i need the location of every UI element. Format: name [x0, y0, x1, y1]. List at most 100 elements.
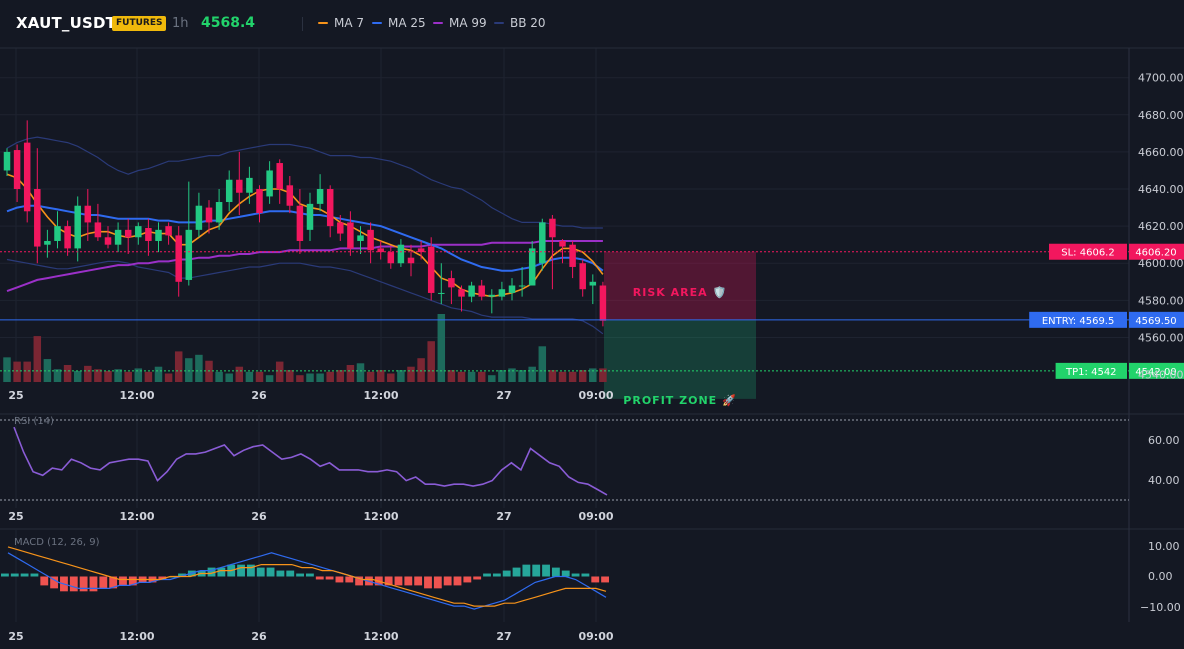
candle[interactable]	[347, 211, 354, 256]
candle[interactable]	[337, 215, 344, 241]
candle[interactable]	[508, 278, 516, 301]
price-tick-label: 4640.00	[1138, 183, 1184, 196]
legend-ma25[interactable]: MA 25	[372, 16, 426, 30]
candle-body	[94, 222, 102, 238]
macd-histogram-bar	[502, 570, 511, 577]
candle[interactable]	[589, 274, 597, 305]
rsi-tick-label: 60.00	[1148, 434, 1180, 447]
candle[interactable]	[528, 240, 536, 286]
candle[interactable]	[225, 170, 233, 212]
candle[interactable]	[185, 181, 193, 286]
macd-histogram-bar	[315, 576, 324, 580]
candle-body	[438, 292, 445, 294]
tp-tag-bg	[1055, 362, 1127, 379]
candle-body	[266, 170, 273, 197]
candle[interactable]	[195, 192, 203, 238]
candle[interactable]	[569, 240, 576, 279]
candle[interactable]	[104, 226, 112, 249]
candle[interactable]	[3, 148, 11, 177]
rsi-pane[interactable]: RSI (14) 60.00 40.00	[0, 416, 1180, 501]
candle[interactable]	[417, 240, 425, 260]
candle[interactable]	[387, 246, 395, 269]
volume-bar	[185, 358, 193, 382]
legend-ma99[interactable]: MA 99	[433, 16, 487, 30]
candle[interactable]	[498, 281, 506, 301]
candle-body	[286, 185, 294, 206]
candlesticks[interactable]	[3, 120, 607, 327]
candle[interactable]	[44, 229, 51, 258]
candle-body	[589, 281, 597, 286]
price-axis[interactable]: 4700.00 4680.00 4660.00 4640.00 4620.00 4600.…	[1138, 72, 1184, 382]
candle[interactable]	[478, 279, 485, 301]
macd-histogram-bar	[266, 567, 275, 577]
candle[interactable]	[124, 218, 132, 254]
volume-bar	[376, 370, 385, 382]
candle[interactable]	[286, 176, 294, 214]
macd-histogram-bar	[20, 573, 29, 577]
candle[interactable]	[407, 244, 415, 277]
candle-body	[468, 285, 475, 297]
candle[interactable]	[427, 237, 435, 301]
legend-bb20[interactable]: BB 20	[494, 16, 546, 30]
candle[interactable]	[256, 185, 263, 223]
candle[interactable]	[539, 218, 546, 271]
candle[interactable]	[316, 174, 324, 212]
candle[interactable]	[488, 289, 496, 314]
candle-body	[246, 177, 253, 193]
macd-tick-label: −10.00	[1140, 601, 1181, 614]
candle[interactable]	[215, 189, 223, 230]
volume-bar	[174, 351, 183, 382]
timeframe-label[interactable]: 1h	[172, 16, 189, 31]
sl-price-bg	[1129, 243, 1184, 260]
candle[interactable]	[367, 222, 374, 264]
candle[interactable]	[205, 200, 213, 234]
candle[interactable]	[599, 281, 607, 327]
candle[interactable]	[236, 151, 243, 215]
candle[interactable]	[326, 185, 334, 238]
macd-histogram-bar	[79, 576, 88, 592]
candle[interactable]	[448, 270, 455, 305]
candle[interactable]	[559, 239, 566, 264]
symbol-name[interactable]: XAUT_USDT	[16, 14, 117, 32]
risk-area-label: RISK AREA 🛡️	[633, 286, 727, 299]
candle[interactable]	[518, 266, 526, 297]
volume-bar	[265, 375, 274, 382]
candle[interactable]	[306, 192, 314, 241]
candle[interactable]	[377, 240, 384, 260]
candle[interactable]	[155, 222, 162, 253]
candle[interactable]	[438, 263, 445, 305]
candle[interactable]	[114, 222, 122, 253]
candle[interactable]	[266, 161, 273, 204]
candle[interactable]	[397, 239, 405, 267]
price-tick-label: 4700.00	[1138, 72, 1184, 85]
candle[interactable]	[175, 226, 182, 297]
volume-bar	[235, 366, 244, 382]
candle-body	[337, 222, 344, 234]
volume-bar	[477, 371, 486, 382]
candle[interactable]	[458, 285, 465, 312]
candle[interactable]	[468, 281, 475, 303]
candle[interactable]	[34, 148, 41, 264]
candle[interactable]	[74, 196, 81, 262]
candle[interactable]	[276, 159, 283, 204]
candle[interactable]	[135, 222, 142, 245]
macd-pane[interactable]: MACD (12, 26, 9) 10.00 0.00 −10.00	[1, 537, 1181, 614]
candle[interactable]	[54, 211, 61, 249]
candle[interactable]	[145, 218, 152, 256]
candle[interactable]	[84, 189, 92, 241]
candle[interactable]	[357, 226, 364, 254]
macd-histogram-bar	[473, 576, 482, 580]
candle[interactable]	[246, 166, 253, 204]
volume-bar	[538, 346, 547, 382]
candle[interactable]	[94, 203, 102, 241]
candle[interactable]	[13, 144, 21, 203]
candle[interactable]	[23, 120, 31, 223]
time-tick-label: 25	[8, 630, 23, 643]
candle[interactable]	[579, 259, 586, 297]
candle[interactable]	[64, 220, 71, 256]
candle[interactable]	[296, 189, 304, 254]
legend-ma7[interactable]: MA 7	[318, 16, 364, 30]
candle-body	[528, 248, 536, 286]
candle[interactable]	[165, 222, 172, 245]
